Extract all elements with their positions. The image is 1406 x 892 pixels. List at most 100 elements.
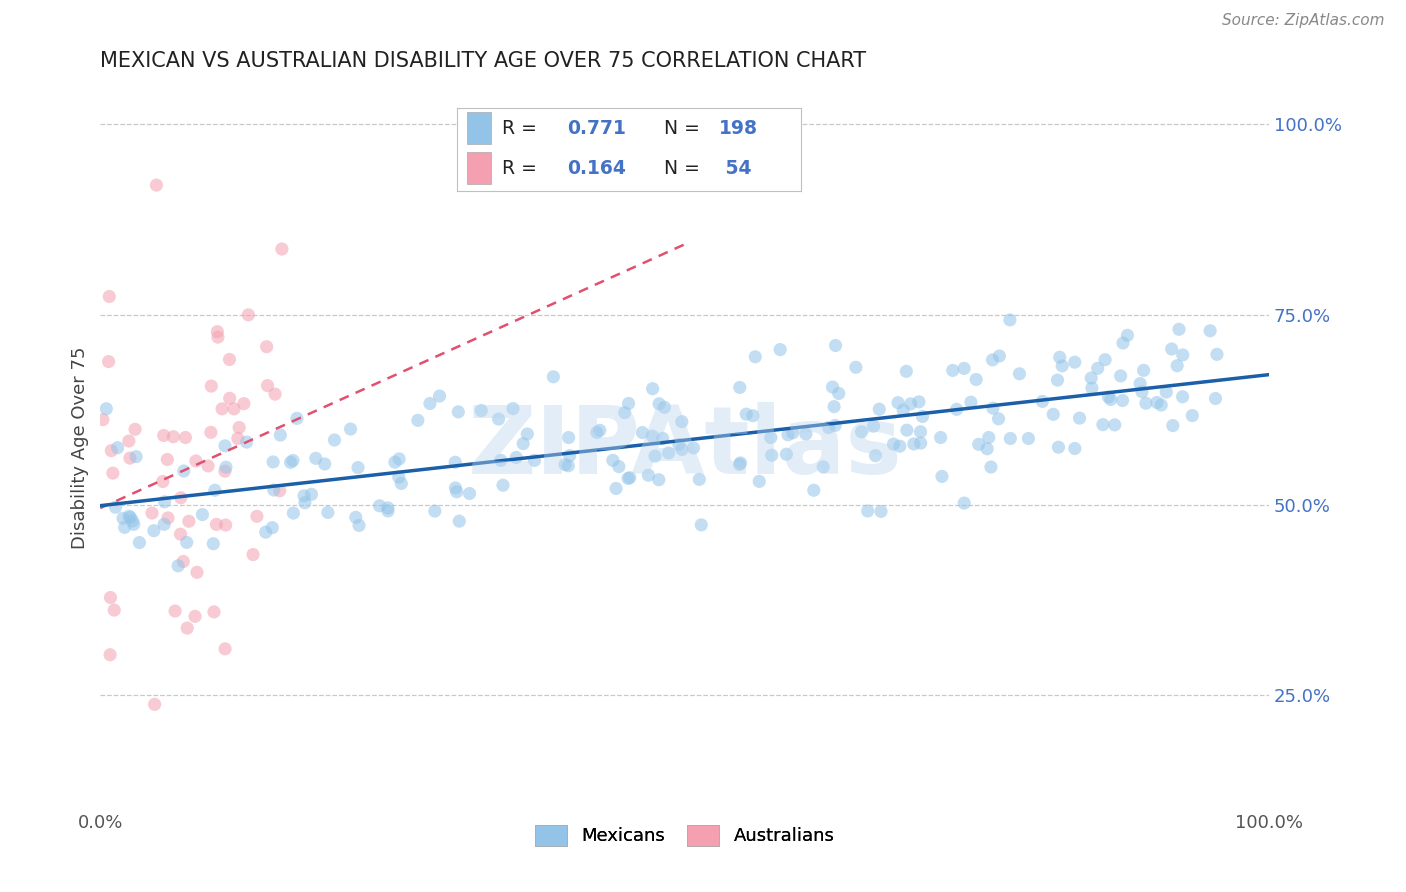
Point [900, 397, 922, 411]
Y-axis label: Disability Age Over 75: Disability Age Over 75 [72, 347, 89, 549]
Point [516, 427, 538, 442]
Point [748, 475, 770, 489]
Point [1181, 409, 1204, 423]
Point [654, 401, 676, 415]
Point [270, 242, 292, 256]
Point [945, 402, 967, 417]
Point [828, 386, 851, 401]
Point [648, 473, 671, 487]
Point [910, 436, 932, 450]
Point [156, 452, 179, 467]
Point [214, 518, 236, 533]
Point [104, 500, 127, 515]
Point [651, 432, 673, 446]
Point [449, 514, 471, 528]
Point [114, 520, 136, 534]
Point [744, 350, 766, 364]
Point [280, 455, 302, 469]
Point [1199, 324, 1222, 338]
Point [967, 437, 990, 451]
Point [446, 484, 468, 499]
Point [377, 504, 399, 518]
Point [929, 430, 952, 444]
Point [141, 506, 163, 520]
Point [269, 428, 291, 442]
Point [1171, 348, 1194, 362]
Point [429, 389, 451, 403]
Point [911, 409, 934, 424]
Point [1008, 367, 1031, 381]
Text: Source: ZipAtlas.com: Source: ZipAtlas.com [1222, 13, 1385, 29]
Point [1017, 432, 1039, 446]
Point [214, 464, 236, 478]
Point [285, 411, 308, 425]
Point [256, 340, 278, 354]
Point [211, 401, 233, 416]
Point [896, 423, 918, 437]
Point [851, 425, 873, 439]
Point [1081, 381, 1104, 395]
Point [613, 406, 636, 420]
Point [782, 425, 804, 440]
Point [246, 509, 269, 524]
Point [232, 397, 254, 411]
Point [176, 621, 198, 635]
Point [1042, 407, 1064, 421]
Point [120, 510, 142, 524]
Point [172, 554, 194, 568]
Point [910, 425, 932, 439]
Point [96, 401, 118, 416]
Point [184, 454, 207, 468]
Point [305, 451, 328, 466]
Point [207, 325, 229, 339]
Point [218, 352, 240, 367]
Point [523, 453, 546, 467]
Point [1205, 392, 1227, 406]
Point [269, 483, 291, 498]
Point [775, 447, 797, 461]
Point [97, 354, 120, 368]
Point [316, 505, 339, 519]
Point [1168, 322, 1191, 336]
Point [226, 432, 249, 446]
Point [1069, 411, 1091, 425]
Point [128, 535, 150, 549]
Point [323, 433, 346, 447]
Point [121, 514, 143, 528]
Point [648, 397, 671, 411]
Point [254, 525, 277, 540]
Point [817, 420, 839, 434]
Point [103, 603, 125, 617]
Point [1049, 351, 1071, 365]
Point [242, 548, 264, 562]
Point [228, 420, 250, 434]
Point [617, 471, 640, 485]
Point [406, 413, 429, 427]
Point [682, 441, 704, 455]
Point [617, 396, 640, 410]
Point [823, 400, 845, 414]
Point [741, 409, 763, 423]
Point [1146, 395, 1168, 409]
Point [641, 429, 664, 443]
Point [557, 430, 579, 444]
Point [981, 352, 1004, 367]
Point [107, 441, 129, 455]
Point [953, 496, 976, 510]
Point [256, 378, 278, 392]
Point [641, 382, 664, 396]
Point [447, 405, 470, 419]
Point [602, 453, 624, 467]
Point [658, 446, 681, 460]
Point [388, 470, 411, 484]
Point [204, 483, 226, 498]
Point [585, 425, 607, 440]
Point [1080, 371, 1102, 385]
Point [730, 456, 752, 470]
Point [98, 289, 121, 303]
Point [165, 604, 187, 618]
Point [100, 591, 122, 605]
Point [811, 459, 834, 474]
Point [824, 338, 846, 352]
Point [205, 517, 228, 532]
